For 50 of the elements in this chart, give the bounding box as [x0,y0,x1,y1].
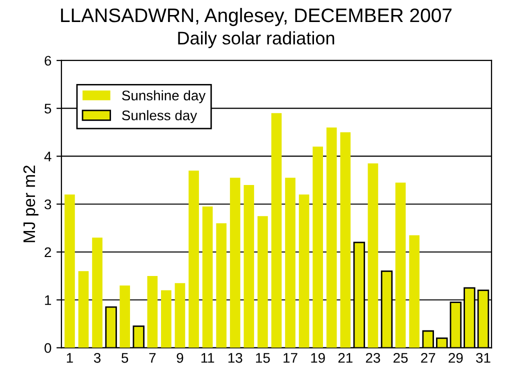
x-tick-label: 7 [149,353,156,363]
x-tick-label: 23 [366,352,380,363]
x-tick-label: 15 [256,353,270,363]
x-tick-label: 13 [228,352,242,363]
bar [395,182,406,348]
bar [188,170,199,348]
bar [174,283,186,348]
x-tick-label: 27 [421,352,436,363]
chart-title: LLANSADWRN, Anglesey, DECEMBER 2007 [61,8,452,26]
bar [298,194,310,348]
bar [312,146,324,348]
bar [409,235,420,348]
y-tick-label: 4 [44,152,52,162]
bar [64,194,75,348]
legend-label: Sunshine day [122,90,206,104]
x-tick-label: 31 [476,352,490,363]
bar [244,184,254,348]
y-tick-label: 1 [45,295,52,305]
bar [216,223,227,348]
y-tick-label: 5 [44,104,52,114]
bar [147,276,158,348]
bar [271,113,282,348]
y-tick-label: 3 [44,199,52,210]
bar [285,178,296,348]
x-tick-label: 21 [338,352,352,363]
x-tick-label: 17 [284,353,298,363]
bar [78,271,89,348]
y-axis-title: MJ per m2 [23,166,38,242]
bar [326,128,337,348]
x-tick-label: 29 [448,352,463,363]
bar [161,290,172,348]
x-tick-label: 19 [311,352,325,363]
y-tick-label: 2 [44,247,52,258]
chart-subtitle: Daily solar radiation [178,31,334,48]
bar [202,206,213,348]
x-tick-label: 25 [394,352,408,363]
x-tick-label: 1 [66,353,73,363]
bar [120,286,130,348]
bar [340,132,351,348]
x-tick-label: 3 [94,352,101,363]
x-tick-label: 11 [201,353,214,363]
bar [258,216,268,348]
bar [230,178,240,348]
bar [368,163,378,348]
y-tick-label: 0 [44,343,52,353]
x-tick-label: 9 [176,352,184,363]
bar [92,238,102,348]
y-tick-label: 6 [44,56,52,66]
x-tick-label: 5 [122,353,128,363]
legend-label: Sunless day [122,110,198,124]
